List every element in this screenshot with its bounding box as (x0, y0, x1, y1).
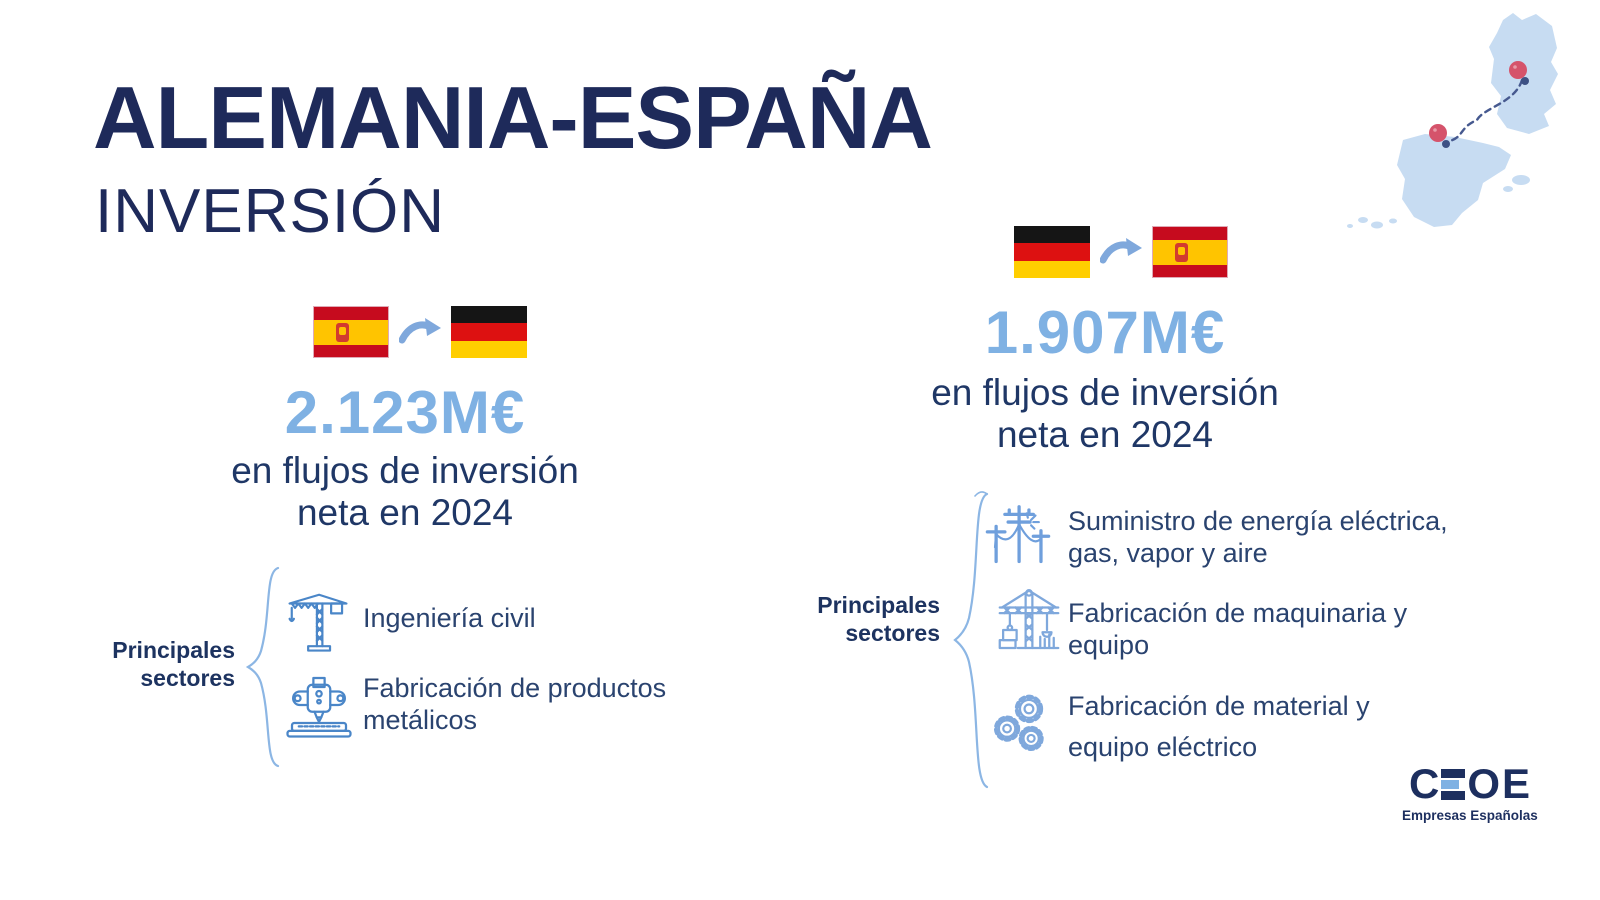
route-dashed-line (1444, 78, 1524, 144)
right-investment-amount: 1.907M€ (984, 299, 1226, 366)
spain-flag-icon (1152, 226, 1228, 278)
left-investment-caption: en flujos de inversión neta en 2024 (175, 450, 635, 534)
flow-arrow-icon (399, 318, 441, 344)
left-sectors-label: Principales sectores (112, 637, 235, 691)
right-investment-caption: en flujos de inversión neta en 2024 (875, 372, 1335, 456)
power-lines-icon (983, 498, 1053, 568)
ceoe-logo: C O E Empresas Españolas (1402, 760, 1538, 824)
right-flow-flags (1014, 226, 1228, 278)
right-brace (950, 488, 992, 793)
spain-pin (1429, 124, 1447, 142)
spain-pin-dot (1442, 140, 1450, 148)
right-sector-1-label: Suministro de energía eléctrica, gas, va… (1068, 506, 1448, 569)
left-flow-flags (313, 306, 527, 358)
balearic-island-shape (1512, 175, 1530, 185)
spain-shape (1397, 134, 1511, 227)
canary-island-shape (1389, 218, 1397, 224)
cnc-machine-icon (283, 665, 355, 745)
germany-flag-icon (1014, 226, 1090, 278)
ceoe-tagline: Empresas Españolas (1402, 808, 1538, 823)
ceoe-letter-e: E (1502, 760, 1531, 807)
ceoe-letter-o: O (1467, 760, 1500, 807)
balearic-island-shape-2 (1503, 186, 1513, 192)
left-caption-line1: en flujos de inversión (231, 450, 579, 491)
right-sector-3-label: Fabricación de material y equipo eléctri… (1068, 691, 1370, 762)
right-caption-line2: neta en 2024 (996, 413, 1214, 455)
left-investment-amount: 2.123M€ (284, 379, 526, 446)
canary-island-shape (1347, 224, 1353, 228)
canary-island-shape (1358, 217, 1368, 223)
gears-icon (983, 685, 1053, 759)
germany-pin-dot (1521, 77, 1529, 85)
ceoe-letter-e-bars (1441, 768, 1466, 800)
right-sector-2-label: Fabricación de maquinaria y equipo (1068, 598, 1408, 661)
page-subtitle: INVERSIÓN (95, 177, 446, 246)
left-sector-1-label: Ingeniería civil (363, 603, 536, 633)
spain-flag-icon (313, 306, 389, 358)
right-sectors-label: Principales sectores (817, 592, 940, 646)
flow-arrow-icon (1100, 238, 1142, 264)
tower-crane-icon (283, 585, 353, 657)
canary-island-shape (1371, 221, 1383, 229)
germany-pin (1509, 61, 1527, 79)
construction-crane-icon (993, 583, 1065, 659)
right-caption-line1: en flujos de inversión (931, 372, 1279, 413)
ceoe-letter-c: C (1408, 760, 1440, 807)
germany-flag-icon (451, 306, 527, 358)
left-caption-line2: neta en 2024 (296, 491, 514, 533)
page-title: ALEMANIA-ESPAÑA (93, 68, 933, 167)
spain-germany-map (1325, 8, 1590, 238)
left-brace (243, 563, 283, 771)
left-sector-2-label: Fabricación de productos metálicos (363, 673, 667, 736)
map-illustration (1347, 13, 1558, 229)
